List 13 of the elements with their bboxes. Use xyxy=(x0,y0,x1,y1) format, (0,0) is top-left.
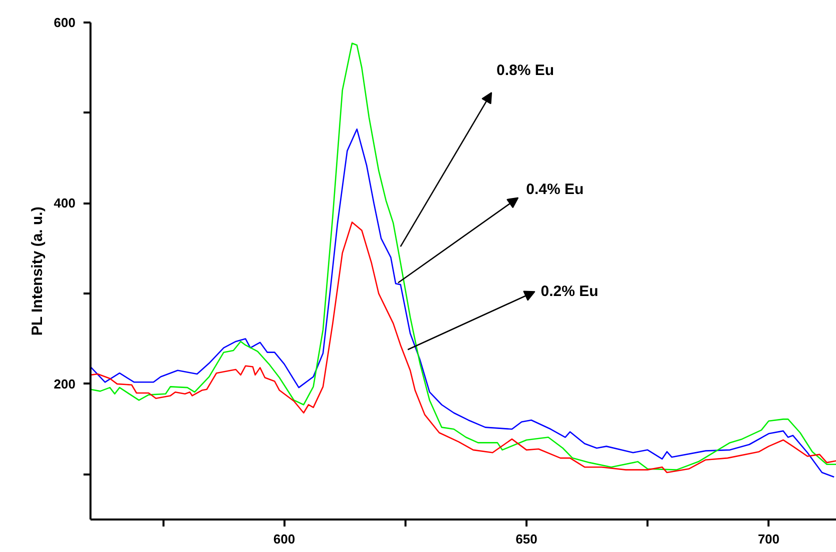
y-tick-label: 600 xyxy=(54,15,76,30)
line-series xyxy=(90,42,836,470)
annotation: 0.2% Eu xyxy=(540,283,598,300)
line-series xyxy=(90,128,835,478)
annotation: 0.4% Eu xyxy=(526,181,584,198)
annotation: 0.8% Eu xyxy=(496,62,554,80)
y-axis-title: PL Intensity (a. u.) xyxy=(28,206,46,336)
x-tick-label: 700 xyxy=(758,532,780,546)
x-tick-label: 650 xyxy=(516,532,538,546)
y-tick-label: 200 xyxy=(54,376,76,392)
y-tick-label: 400 xyxy=(54,196,76,211)
line-series xyxy=(90,222,836,474)
x-tick-label: 600 xyxy=(273,532,296,546)
